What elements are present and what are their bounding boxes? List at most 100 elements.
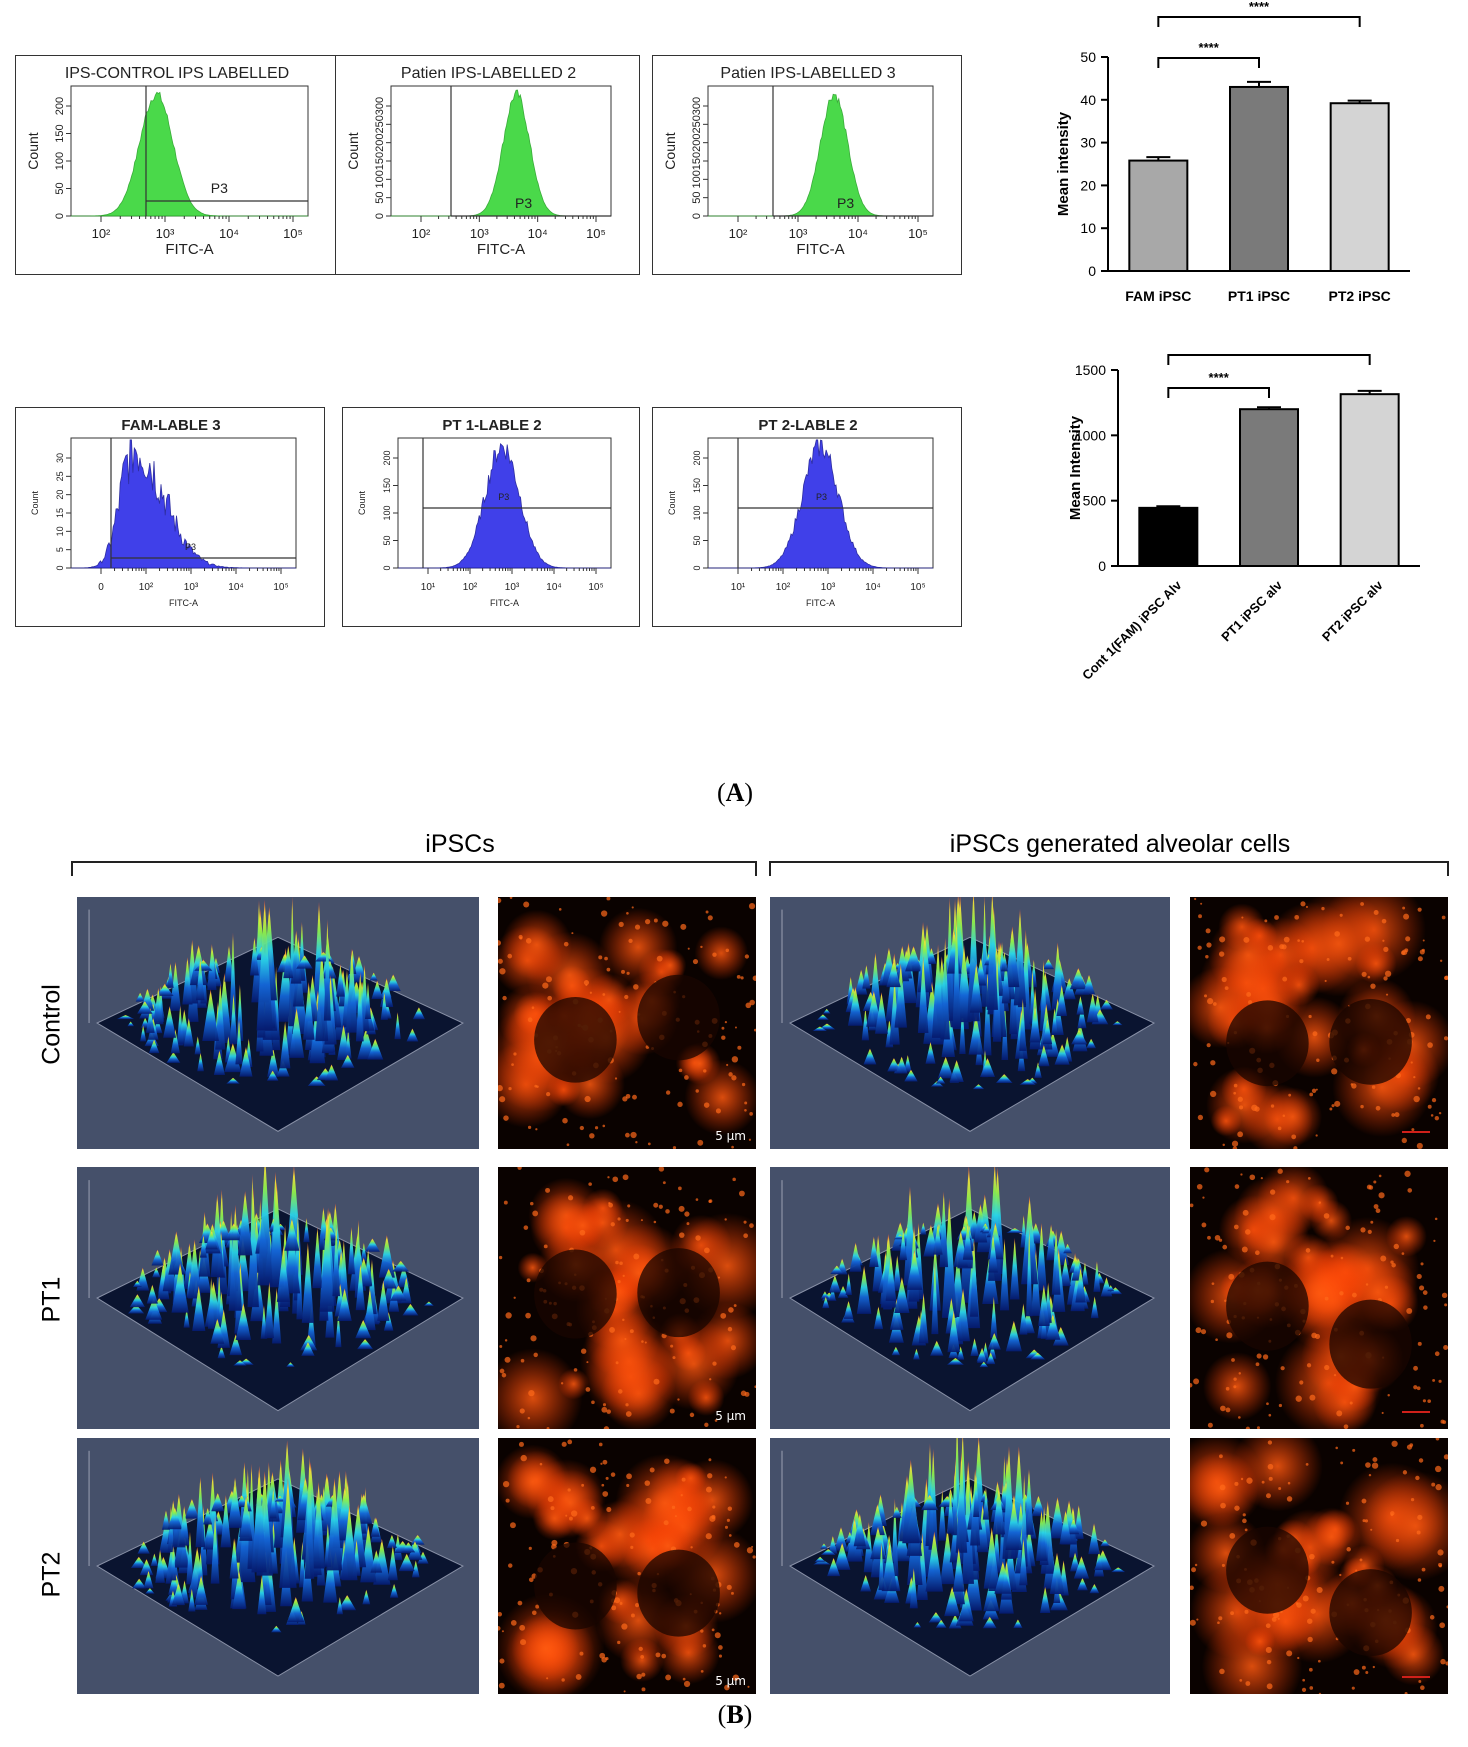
x-tick-label: 10³	[821, 582, 836, 593]
surface-spike	[150, 1553, 159, 1567]
histogram-title: IPS-CONTROL IPS LABELLED	[65, 65, 289, 82]
surface-spike	[380, 978, 394, 1007]
fluorescence-dot	[678, 1068, 683, 1073]
fluorescence-dot	[728, 1307, 734, 1313]
fluorescence-dot	[1378, 1192, 1385, 1199]
fluorescence-dot	[684, 1211, 690, 1217]
fluorescence-dot	[1218, 1238, 1223, 1242]
fluorescence-dot	[1439, 959, 1443, 962]
fluorescence-dot	[498, 958, 503, 964]
surface-spike	[1060, 1257, 1071, 1287]
fluorescence-dot	[1246, 1477, 1253, 1484]
surface-spike	[210, 1516, 220, 1584]
fluorescence-dot	[606, 1507, 612, 1513]
fluorescence-dot	[606, 967, 611, 972]
fluorescence-dot	[1265, 1623, 1271, 1629]
surface-plot-svg	[781, 897, 1156, 1132]
fluorescence-dot	[1384, 1285, 1389, 1289]
fluorescence-dot	[1381, 918, 1387, 924]
fluorescence-dot	[712, 952, 717, 957]
fluorescence-dot	[1286, 1496, 1293, 1502]
surface-spike	[904, 1069, 918, 1082]
fluorescence-blob	[1360, 1471, 1448, 1581]
surface-spike	[163, 1006, 177, 1038]
significance-label: ****	[1209, 370, 1230, 385]
fluorescence-dot	[1191, 1567, 1197, 1573]
surface-spike	[398, 1553, 415, 1572]
surface-spike	[211, 1492, 225, 1512]
fluorescence-dot	[501, 1372, 507, 1378]
micrograph-svg	[498, 897, 756, 1149]
surface-spike	[917, 956, 929, 1034]
fluorescence-dot	[1206, 942, 1212, 948]
surface-spike	[336, 1596, 343, 1615]
fluorescence-dot	[1373, 1180, 1377, 1184]
fluorescence-dot	[628, 938, 633, 944]
fluorescence-dot	[678, 1205, 685, 1212]
fluorescence-dot	[1217, 1621, 1220, 1625]
fluorescence-dot	[1324, 979, 1327, 983]
surface-spike	[843, 1300, 854, 1319]
fluorescence-dot	[1417, 1087, 1421, 1090]
surface-spike	[869, 1236, 879, 1268]
fluorescence-dot	[1420, 1423, 1424, 1428]
fluorescence-dot	[1441, 915, 1446, 920]
surface-spike	[296, 1243, 303, 1320]
fluorescence-dot	[754, 1385, 756, 1389]
fluorescence-blob	[558, 1368, 590, 1400]
surface-spike	[1089, 1583, 1100, 1594]
surface-spike	[1073, 1556, 1090, 1579]
fluorescence-blob	[615, 1453, 715, 1553]
fluorescence-dot	[505, 1312, 512, 1319]
x-axis-label: FITC-A	[165, 241, 213, 258]
significance-bracket	[1157, 57, 1260, 68]
fluorescence-blob	[566, 1498, 607, 1539]
fluorescence-dot	[683, 1680, 691, 1688]
surface-spike	[148, 1039, 160, 1054]
fluorescence-dot	[1427, 1399, 1432, 1404]
fluorescence-dot	[1365, 1671, 1369, 1675]
surface-spike	[946, 1357, 964, 1365]
fluorescence-dot	[1343, 1424, 1349, 1429]
surface-spike	[987, 1332, 1001, 1350]
fluorescence-dot	[601, 1483, 605, 1487]
histogram-svg: PT 2-LABLE 2 P3 0 50 100 150 200 Count 10¹ 10² 10³…	[667, 417, 934, 608]
histogram-title: PT 1-LABLE 2	[442, 417, 541, 434]
scale-bar: 5 μm	[715, 1674, 746, 1688]
fluorescence-dot	[728, 1534, 732, 1537]
surface-spike	[367, 1038, 384, 1060]
fluorescence-dot	[1438, 1379, 1442, 1383]
surface-spike	[1000, 951, 1008, 972]
fluorescence-dot	[727, 1326, 733, 1332]
fluorescence-dot	[733, 1304, 737, 1307]
fluorescence-dot	[1205, 955, 1209, 959]
surface-spike	[1067, 1518, 1080, 1535]
surface-spike	[383, 1311, 394, 1331]
surface-spike	[301, 1342, 315, 1356]
surface-spike	[323, 919, 331, 1021]
surface-spike	[862, 964, 871, 989]
fluorescence-dot	[1395, 1538, 1400, 1543]
fluorescence-dot	[720, 1312, 727, 1319]
y-axis-label: Count	[667, 491, 677, 516]
fluorescence-dot	[1364, 1519, 1369, 1523]
fluorescence-dot	[1268, 1476, 1273, 1481]
surface-spike	[1083, 974, 1096, 995]
surface-spike	[827, 1557, 841, 1577]
fluorescence-dot	[1190, 1619, 1196, 1626]
x-tick-label: 10²	[776, 582, 791, 593]
fluorescence-blob	[1208, 915, 1288, 996]
surface-spike	[1019, 998, 1027, 1051]
nucleus	[1226, 1000, 1309, 1087]
fluorescence-dot	[1391, 1262, 1396, 1268]
fluorescence-dot	[1309, 1092, 1314, 1097]
fluorescence-dot	[1299, 1380, 1304, 1385]
fluorescence-dot	[579, 1125, 585, 1131]
fluorescence-dot	[647, 1142, 651, 1146]
fluorescence-dot	[624, 994, 629, 1000]
x-tick-label: 10⁵	[283, 226, 303, 241]
fluorescence-dot	[498, 1626, 501, 1631]
y-tick-label: 150	[382, 478, 392, 493]
fluorescence-dot	[712, 1361, 717, 1366]
fluorescence-dot	[635, 1141, 638, 1144]
